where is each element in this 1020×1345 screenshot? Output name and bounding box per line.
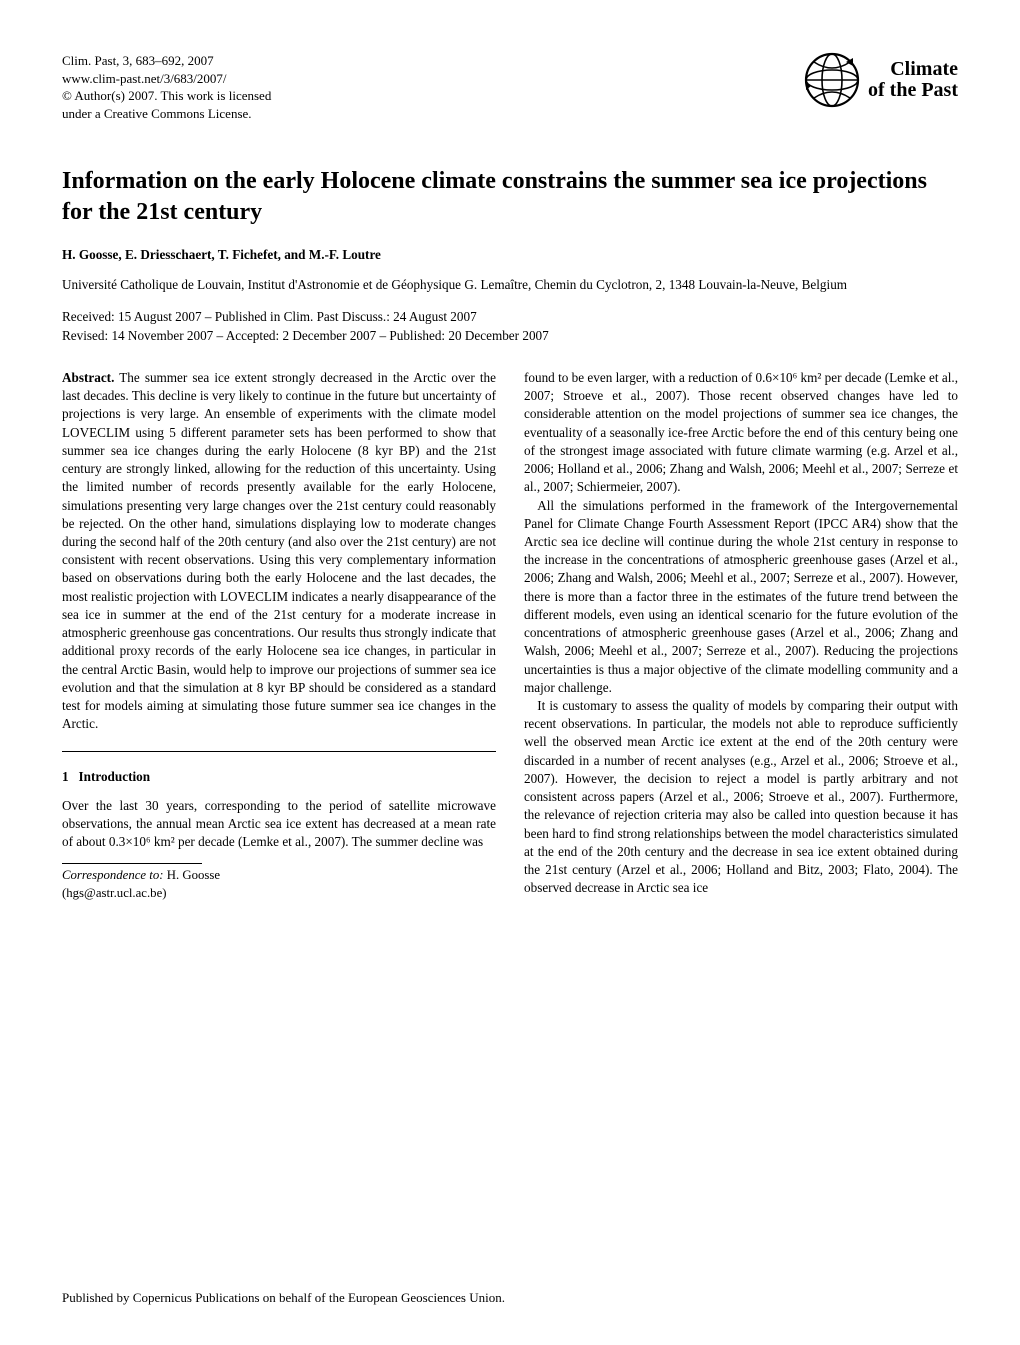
correspondence-name: H. Goosse (164, 868, 221, 882)
authors-line: H. Goosse, E. Driesschaert, T. Fichefet,… (62, 246, 958, 264)
egu-globe-icon (804, 52, 860, 108)
correspondence-email: (hgs@astr.ucl.ac.be) (62, 885, 496, 903)
logo-text-line2: of the Past (868, 80, 958, 101)
copyright-line: © Author(s) 2007. This work is licensed (62, 87, 271, 105)
right-column: found to be even larger, with a reductio… (524, 369, 958, 903)
affiliation-line: Université Catholique de Louvain, Instit… (62, 276, 958, 294)
journal-logo: Climate of the Past (804, 52, 958, 108)
section-1-heading: 1 Introduction (62, 768, 496, 786)
header-meta: Clim. Past, 3, 683–692, 2007 www.clim-pa… (62, 52, 271, 122)
abstract-label: Abstract. (62, 370, 114, 385)
left-column: Abstract. The summer sea ice extent stro… (62, 369, 496, 903)
dates-block: Received: 15 August 2007 – Published in … (62, 308, 958, 345)
journal-reference: Clim. Past, 3, 683–692, 2007 (62, 52, 271, 70)
paper-title: Information on the early Holocene climat… (62, 166, 958, 227)
logo-text-line1: Climate (868, 59, 958, 80)
section-number: 1 (62, 769, 69, 784)
intro-right-paragraph-1: found to be even larger, with a reductio… (524, 369, 958, 497)
license-line: under a Creative Commons License. (62, 105, 271, 123)
journal-logo-text: Climate of the Past (868, 59, 958, 101)
abstract-text: The summer sea ice extent strongly decre… (62, 370, 496, 731)
dates-received: Received: 15 August 2007 – Published in … (62, 308, 958, 326)
correspondence-block: Correspondence to: H. Goosse (hgs@astr.u… (62, 867, 496, 902)
page-header: Clim. Past, 3, 683–692, 2007 www.clim-pa… (62, 52, 958, 122)
intro-right-paragraph-3: It is customary to assess the quality of… (524, 697, 958, 897)
correspondence-label: Correspondence to: (62, 868, 164, 882)
dates-revised: Revised: 14 November 2007 – Accepted: 2 … (62, 327, 958, 345)
journal-url: www.clim-past.net/3/683/2007/ (62, 70, 271, 88)
correspondence-divider (62, 863, 202, 864)
page-footer: Published by Copernicus Publications on … (62, 1289, 505, 1307)
intro-left-paragraph: Over the last 30 years, corresponding to… (62, 797, 496, 852)
section-divider (62, 751, 496, 752)
section-title: Introduction (78, 769, 150, 784)
abstract-paragraph: Abstract. The summer sea ice extent stro… (62, 369, 496, 733)
intro-right-paragraph-2: All the simulations performed in the fra… (524, 497, 958, 697)
two-column-body: Abstract. The summer sea ice extent stro… (62, 369, 958, 903)
